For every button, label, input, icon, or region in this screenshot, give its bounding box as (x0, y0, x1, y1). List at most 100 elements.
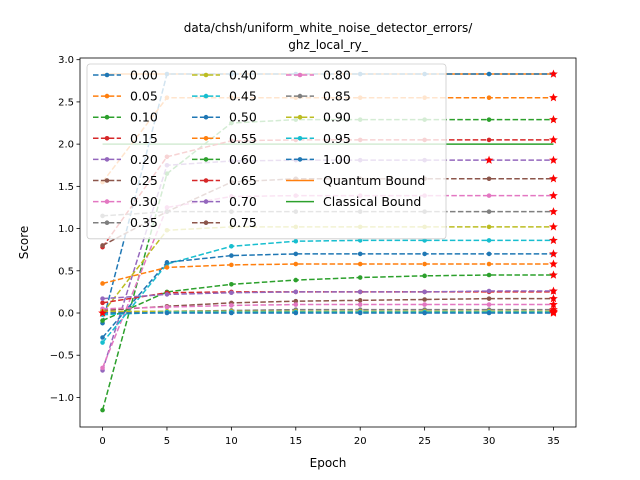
data-point (164, 292, 170, 297)
legend-marker (203, 178, 209, 183)
legend-label: 0.25 (130, 173, 158, 188)
highlight-star (549, 249, 558, 258)
highlight-star (549, 69, 558, 78)
legend-label: 0.55 (229, 131, 257, 146)
data-point (422, 261, 427, 267)
legend-label: Classical Bound (323, 194, 421, 209)
data-point (100, 407, 105, 413)
data-point (357, 289, 363, 295)
data-point (164, 265, 170, 270)
data-point (293, 310, 299, 316)
data-point (486, 209, 492, 214)
highlight-star (549, 294, 558, 303)
legend-marker (297, 93, 303, 99)
legend-item: 0.45 (192, 89, 257, 104)
y-axis: −1.0 −0.5 0.0 0.5 1.0 1.5 2.0 2.5 3.0 (50, 55, 80, 404)
legend-marker (104, 178, 110, 183)
x-tick-label: 0 (99, 436, 105, 447)
legend-item: 0.75 (192, 215, 257, 230)
data-point (486, 117, 492, 122)
legend-marker (203, 199, 209, 204)
data-point (486, 302, 492, 307)
data-point (229, 253, 234, 258)
data-point (486, 310, 492, 316)
legend-label: 0.00 (130, 68, 158, 83)
chart-title: data/chsh/uniform_white_noise_detector_e… (184, 21, 473, 52)
legend-item: 0.25 (93, 173, 158, 188)
highlight-star (549, 222, 558, 231)
legend-marker (104, 136, 110, 141)
legend-marker (104, 72, 110, 78)
y-tick-label: 0.0 (58, 309, 74, 320)
legend-item: 0.55 (192, 131, 257, 146)
legend-label: 0.60 (229, 152, 257, 167)
data-point (357, 298, 363, 303)
x-tick-label: 35 (547, 436, 560, 447)
data-point (100, 335, 105, 340)
data-point (293, 251, 299, 257)
data-point (486, 288, 492, 294)
legend-item: 0.70 (192, 194, 257, 209)
data-point (229, 310, 234, 316)
y-tick-label: −1.0 (50, 393, 74, 404)
legend-label: 0.45 (229, 89, 257, 104)
highlight-star (98, 308, 107, 317)
data-point (357, 310, 363, 316)
legend-item: 0.90 (286, 110, 351, 125)
legend-item: 0.20 (93, 152, 158, 167)
data-point (229, 243, 234, 249)
x-tick-label: 25 (418, 436, 431, 447)
legend-item: 0.80 (286, 68, 351, 83)
data-point (486, 71, 492, 77)
highlight-star (549, 191, 558, 200)
legend-label: 0.70 (229, 194, 257, 209)
legend-marker (104, 199, 110, 204)
data-point (486, 296, 492, 301)
data-point (422, 273, 427, 279)
highlight-star (549, 308, 558, 317)
data-point (164, 260, 170, 265)
data-point (229, 303, 234, 308)
legend-label: 0.35 (130, 215, 158, 230)
data-point (422, 238, 427, 243)
data-point (229, 281, 234, 287)
legend-marker (203, 72, 209, 78)
data-point (486, 251, 492, 257)
legend-label: 0.80 (323, 68, 351, 83)
legend-label: 0.10 (130, 110, 158, 125)
data-point (229, 290, 234, 296)
legend-marker (203, 157, 209, 162)
legend-marker (203, 220, 209, 225)
legend-item: 0.15 (93, 131, 158, 146)
series-line (102, 297, 554, 312)
data-point (293, 261, 299, 267)
legend-label: 0.05 (130, 89, 158, 104)
legend-marker (203, 114, 209, 120)
legend-item: 0.30 (93, 194, 158, 209)
data-point (422, 251, 427, 257)
highlight-star (484, 155, 494, 164)
highlight-star (549, 115, 558, 124)
series-line (102, 290, 554, 300)
legend-label: Quantum Bound (323, 173, 425, 188)
data-point (100, 318, 105, 323)
series (100, 272, 556, 323)
data-point (486, 95, 492, 100)
legend-label: 0.40 (229, 68, 257, 83)
highlight-star (549, 299, 558, 309)
data-point (357, 302, 363, 307)
data-point (100, 296, 105, 301)
data-point (164, 310, 170, 316)
legend-marker (297, 157, 303, 162)
y-tick-label: 0.5 (58, 266, 74, 277)
legend-box (86, 63, 447, 240)
highlight-star (549, 135, 558, 144)
data-point (293, 289, 299, 295)
data-point (293, 302, 299, 307)
legend-label: 0.90 (323, 110, 351, 125)
y-tick-label: −0.5 (50, 351, 74, 362)
data-point (100, 281, 105, 286)
series-line (102, 274, 554, 322)
data-point (486, 272, 492, 278)
